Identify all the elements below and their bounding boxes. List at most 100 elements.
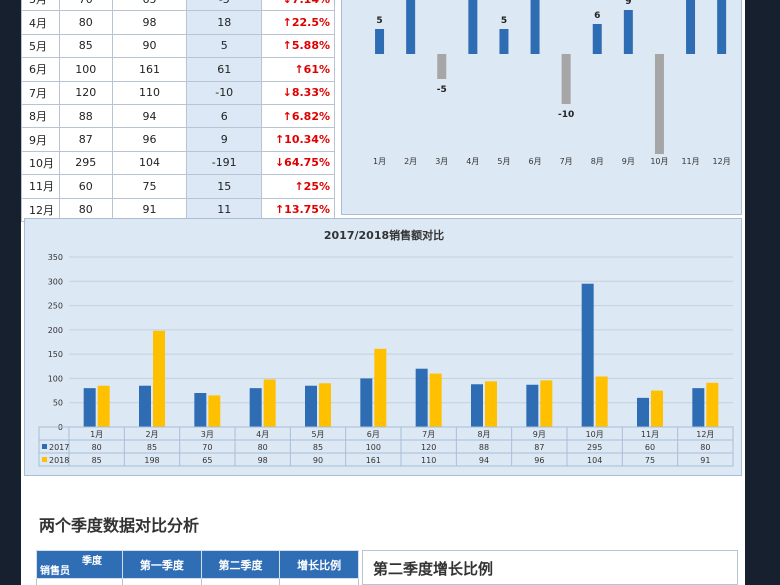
diff-bar-2 (406, 0, 416, 54)
legend-label: 2018 (49, 456, 69, 465)
corner-header-bottom: 销售员 (40, 566, 70, 577)
diff-bar-10 (654, 54, 664, 154)
growth-ratio-panel-title: 第二季度增长比例 (373, 560, 494, 578)
difference-cell: 11 (186, 197, 263, 222)
diff-bar-6 (530, 0, 540, 54)
corner-header-top: 季度 (82, 556, 102, 567)
x-tick-label: 10月 (586, 430, 604, 439)
bar-2017-8 (471, 384, 483, 427)
x-tick-label: 12月 (696, 430, 714, 439)
y-tick-label: 250 (48, 302, 63, 311)
data-table-value: 87 (534, 443, 544, 452)
diff-data-label: 5 (376, 16, 382, 26)
bar-2018-10 (595, 376, 608, 427)
difference-cell: 9 (186, 127, 263, 152)
table-row: 7月 120 110 -10 ↓8.33% (21, 80, 335, 105)
data-table-value: 161 (366, 456, 381, 465)
difference-cell: -5 (186, 0, 263, 12)
legend-swatch-2018 (42, 457, 47, 462)
sales-2017-cell: 85 (58, 33, 113, 59)
growth-pct-cell: ↑5.88% (261, 33, 335, 59)
sales-2018-cell: 96 (111, 127, 188, 152)
y-tick-label: 50 (53, 399, 63, 408)
data-table-value: 120 (421, 443, 436, 452)
sales-comparison-chart: 2017/2018销售额对比 0 50 100 150 200 250 300 350 1月 80 8… (24, 218, 742, 476)
month-cell: 10月 (21, 150, 60, 176)
diff-x-tick-label: 12月 (713, 157, 731, 166)
table-row: 10月 295 104 -191 ↓64.75% (21, 150, 335, 176)
bar-2017-2 (139, 385, 151, 427)
bar-2017-5 (305, 385, 317, 427)
diff-data-label: 9 (625, 0, 631, 7)
growth-pct-cell: ↑25% (261, 174, 335, 199)
month-cell: 5月 (21, 33, 60, 59)
sales-2018-cell: 75 (111, 174, 188, 199)
sales-2018-cell: 91 (111, 197, 188, 222)
bar-2017-9 (526, 384, 539, 427)
bar-2018-11 (651, 390, 663, 427)
data-table-value: 198 (144, 456, 159, 465)
quarter-table: 季度 销售员 第一季度 第二季度 增长比例 (36, 550, 359, 585)
bar-2018-9 (540, 380, 553, 427)
diff-data-label: 5 (501, 16, 507, 26)
sales-2017-cell: 120 (58, 80, 113, 105)
sales-2017-cell: 295 (58, 150, 113, 176)
diff-bar-11 (686, 0, 696, 54)
bar-2018-6 (374, 348, 387, 427)
table-cell (200, 578, 281, 585)
y-tick-label: 200 (48, 326, 63, 335)
month-cell: 12月 (21, 197, 60, 222)
table-row: 11月 60 75 15 ↑25% (21, 174, 335, 199)
data-table-border (38, 426, 734, 467)
sales-2017-cell: 87 (58, 127, 113, 152)
month-cell: 4月 (21, 10, 60, 35)
bar-2018-4 (263, 379, 276, 427)
sales-2018-cell: 161 (111, 57, 188, 82)
bar-2018-3 (208, 395, 221, 427)
diff-bar-3 (437, 54, 447, 79)
data-table-value: 60 (645, 443, 655, 452)
quarter-analysis-section: 两个季度数据对比分析 季度 销售员 第一季度 第二季度 增长比例 第二季度增长比… (21, 490, 745, 585)
x-tick-label: 3月 (201, 430, 214, 439)
growth-pct-cell: ↑10.34% (261, 127, 335, 152)
difference-cell: 18 (186, 10, 263, 35)
diff-x-tick-label: 2月 (404, 157, 417, 166)
data-table-value: 96 (534, 456, 544, 465)
growth-pct-cell: ↓7.14% (261, 0, 335, 12)
bar-2017-3 (194, 393, 207, 427)
sales-2017-cell: 100 (58, 57, 113, 82)
x-tick-label: 1月 (90, 430, 103, 439)
x-tick-label: 2月 (145, 430, 158, 439)
month-cell: 11月 (21, 174, 60, 199)
diff-x-tick-label: 10月 (650, 157, 668, 166)
bar-2017-10 (581, 283, 594, 427)
month-cell: 8月 (21, 103, 60, 129)
section-title: 两个季度数据对比分析 (39, 516, 200, 535)
data-table-value: 80 (92, 443, 102, 452)
bar-2017-4 (249, 388, 262, 427)
data-table-value: 88 (479, 443, 489, 452)
diff-x-tick-label: 11月 (681, 157, 699, 166)
sales-2017-cell: 80 (58, 10, 113, 35)
bar-2018-7 (429, 373, 442, 427)
bar-2017-12 (692, 388, 705, 427)
diff-bar-9 (623, 10, 633, 54)
data-table-value: 85 (313, 443, 323, 452)
data-table-value: 110 (421, 456, 436, 465)
data-table-value: 295 (587, 443, 602, 452)
table-row: 5月 85 90 5 ↑5.88% (21, 33, 335, 59)
sales-2017-cell: 80 (58, 197, 113, 222)
difference-cell: 15 (186, 174, 263, 199)
table-row: 12月 80 91 11 ↑13.75% (21, 197, 335, 222)
data-table-value: 104 (587, 456, 602, 465)
bar-2018-1 (97, 385, 110, 427)
x-tick-label: 8月 (477, 430, 490, 439)
growth-pct-cell: ↑6.82% (261, 103, 335, 129)
x-tick-label: 6月 (367, 430, 380, 439)
growth-pct-cell: ↓64.75% (261, 150, 335, 176)
data-table-value: 100 (366, 443, 381, 452)
difference-cell: -10 (186, 80, 263, 105)
bar-2017-6 (360, 378, 373, 427)
diff-bar-8 (592, 24, 602, 54)
data-table-value: 65 (202, 456, 212, 465)
